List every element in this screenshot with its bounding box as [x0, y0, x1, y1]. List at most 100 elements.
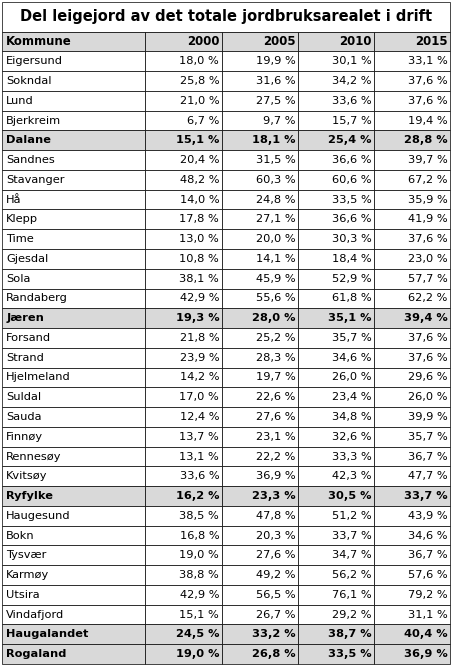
Text: 20,0 %: 20,0 %	[255, 234, 295, 244]
Text: 37,6 %: 37,6 %	[407, 96, 447, 106]
Text: Stavanger: Stavanger	[6, 175, 64, 185]
Bar	[373, 328, 449, 348]
Bar	[297, 368, 373, 388]
Text: 26,7 %: 26,7 %	[255, 609, 295, 619]
Bar	[2, 71, 145, 91]
Text: 57,6 %: 57,6 %	[407, 570, 447, 580]
Text: 31,5 %: 31,5 %	[255, 155, 295, 165]
Bar	[297, 151, 373, 170]
Bar	[145, 269, 221, 288]
Text: Klepp: Klepp	[6, 214, 38, 224]
Text: 48,2 %: 48,2 %	[179, 175, 219, 185]
Bar	[221, 625, 297, 644]
Text: 14,0 %: 14,0 %	[179, 194, 219, 204]
Text: 76,1 %: 76,1 %	[331, 590, 371, 600]
Bar	[221, 545, 297, 565]
Bar	[145, 348, 221, 368]
Bar	[145, 407, 221, 427]
Bar	[221, 388, 297, 407]
Text: 79,2 %: 79,2 %	[407, 590, 447, 600]
Text: 15,7 %: 15,7 %	[331, 116, 371, 126]
Bar	[2, 625, 145, 644]
Text: 18,0 %: 18,0 %	[179, 57, 219, 67]
Text: Jæren: Jæren	[6, 313, 44, 323]
Bar	[221, 170, 297, 190]
Bar	[373, 545, 449, 565]
Bar	[145, 328, 221, 348]
Bar	[221, 328, 297, 348]
Bar	[145, 605, 221, 625]
Bar	[2, 249, 145, 269]
Text: 33,6 %: 33,6 %	[331, 96, 371, 106]
Bar	[2, 269, 145, 288]
Bar	[2, 32, 145, 51]
Text: 16,8 %: 16,8 %	[179, 531, 219, 541]
Bar	[2, 368, 145, 388]
Bar	[2, 328, 145, 348]
Bar	[373, 111, 449, 131]
Bar	[373, 486, 449, 506]
Bar	[2, 111, 145, 131]
Bar	[2, 288, 145, 308]
Bar	[297, 328, 373, 348]
Bar	[145, 427, 221, 447]
Bar	[221, 447, 297, 466]
Bar	[373, 525, 449, 545]
Bar	[297, 170, 373, 190]
Text: 26,0 %: 26,0 %	[331, 372, 371, 382]
Text: Hå: Hå	[6, 194, 22, 204]
Bar	[145, 525, 221, 545]
Text: 24,8 %: 24,8 %	[255, 194, 295, 204]
Bar	[297, 269, 373, 288]
Bar	[297, 506, 373, 525]
Text: 57,7 %: 57,7 %	[407, 274, 447, 284]
Text: Sola: Sola	[6, 274, 31, 284]
Bar	[221, 32, 297, 51]
Bar	[2, 131, 145, 151]
Text: 47,8 %: 47,8 %	[255, 511, 295, 521]
Text: Ryfylke: Ryfylke	[6, 491, 53, 501]
Text: 19,0 %: 19,0 %	[175, 649, 219, 659]
Bar	[373, 407, 449, 427]
Text: 23,9 %: 23,9 %	[179, 353, 219, 363]
Bar	[221, 506, 297, 525]
Bar	[297, 388, 373, 407]
Text: 33,5 %: 33,5 %	[327, 649, 371, 659]
Bar	[297, 545, 373, 565]
Bar	[221, 269, 297, 288]
Text: 15,1 %: 15,1 %	[179, 609, 219, 619]
Text: 21,0 %: 21,0 %	[179, 96, 219, 106]
Text: 39,9 %: 39,9 %	[407, 412, 447, 422]
Bar	[221, 644, 297, 664]
Bar	[297, 605, 373, 625]
Text: 17,0 %: 17,0 %	[179, 392, 219, 402]
Bar	[297, 91, 373, 111]
Text: Hjelmeland: Hjelmeland	[6, 372, 71, 382]
Text: 42,3 %: 42,3 %	[331, 472, 371, 482]
Bar	[297, 585, 373, 605]
Text: 38,1 %: 38,1 %	[179, 274, 219, 284]
Text: 15,1 %: 15,1 %	[175, 135, 219, 145]
Text: 23,4 %: 23,4 %	[331, 392, 371, 402]
Text: Bjerkreim: Bjerkreim	[6, 116, 61, 126]
Bar	[221, 605, 297, 625]
Bar	[221, 71, 297, 91]
Bar	[221, 427, 297, 447]
Bar	[373, 190, 449, 210]
Text: 55,6 %: 55,6 %	[255, 294, 295, 304]
Bar	[373, 71, 449, 91]
Text: 36,7 %: 36,7 %	[407, 550, 447, 560]
Bar	[297, 288, 373, 308]
Bar	[373, 605, 449, 625]
Text: 34,7 %: 34,7 %	[331, 550, 371, 560]
Text: 45,9 %: 45,9 %	[255, 274, 295, 284]
Bar	[145, 506, 221, 525]
Bar	[221, 565, 297, 585]
Text: Suldal: Suldal	[6, 392, 41, 402]
Bar	[2, 91, 145, 111]
Bar	[373, 288, 449, 308]
Bar	[221, 368, 297, 388]
Bar	[221, 249, 297, 269]
Text: 9,7 %: 9,7 %	[262, 116, 295, 126]
Text: 27,5 %: 27,5 %	[255, 96, 295, 106]
